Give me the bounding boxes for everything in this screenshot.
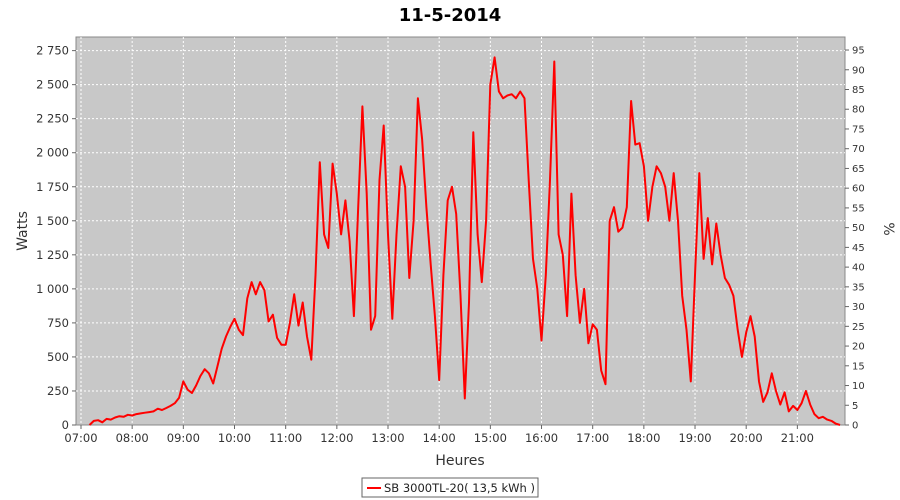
legend: SB 3000TL-20( 13,5 kWh ) (361, 477, 539, 498)
y-right-tick-label: 20 (852, 342, 865, 353)
x-axis-label: Heures (435, 453, 484, 469)
legend-label: SB 3000TL-20( 13,5 kWh ) (384, 481, 535, 495)
y-right-tick-label: 25 (852, 322, 865, 333)
y-tick-label: 2 500 (36, 78, 69, 92)
x-tick-label: 07:00 (64, 431, 97, 445)
x-axis-ticks: 07:00 08:00 09:00 10:00 11:00 12:00 13:00 14:00… (64, 425, 814, 445)
y-right-tick-label: 80 (852, 105, 865, 116)
x-tick-label: 08:00 (116, 431, 149, 445)
y-tick-label: 250 (47, 384, 69, 398)
y-right-tick-label: 15 (852, 361, 865, 372)
y-tick-label: 2 250 (36, 112, 69, 126)
y-axis-label: Watts (15, 211, 31, 251)
y-tick-label: 750 (47, 316, 69, 330)
x-tick-label: 18:00 (627, 431, 660, 445)
y-right-tick-label: 55 (852, 203, 865, 214)
y-tick-label: 2 750 (36, 44, 69, 58)
y-tick-label: 2 000 (36, 146, 69, 160)
x-tick-label: 19:00 (678, 431, 711, 445)
x-tick-label: 15:00 (474, 431, 507, 445)
chart-title: 11-5-2014 (399, 5, 502, 26)
y-tick-label: 1 000 (36, 282, 69, 296)
y-right-tick-label: 95 (852, 46, 865, 57)
legend-box (361, 477, 539, 498)
y-tick-label: 1 750 (36, 180, 69, 194)
y-axis-right-label: % (880, 222, 896, 235)
x-tick-label: 17:00 (576, 431, 609, 445)
y-right-tick-label: 5 (852, 401, 858, 412)
y-axis-ticks: 0 250 500 750 1 000 1 250 1 500 1 750 2 000 2 250… (36, 44, 76, 432)
x-tick-label: 13:00 (371, 431, 404, 445)
y-tick-label: 500 (47, 350, 69, 364)
y-right-tick-label: 75 (852, 124, 865, 135)
y-right-tick-label: 85 (852, 85, 865, 96)
series-line (88, 56, 841, 426)
x-tick-label: 11:00 (269, 431, 302, 445)
y-right-tick-label: 45 (852, 243, 865, 254)
y-right-tick-label: 35 (852, 282, 865, 293)
x-tick-label: 10:00 (218, 431, 251, 445)
plot-area (75, 36, 846, 426)
y-right-tick-label: 30 (852, 302, 865, 313)
y-right-tick-label: 40 (852, 263, 865, 274)
x-tick-label: 21:00 (781, 431, 814, 445)
x-tick-label: 12:00 (320, 431, 353, 445)
y-tick-label: 1 500 (36, 214, 69, 228)
y-right-tick-label: 70 (852, 144, 865, 155)
y-right-tick-label: 60 (852, 184, 865, 195)
y-right-tick-label: 90 (852, 65, 865, 76)
series-layer (88, 56, 841, 426)
y-tick-label: 1 250 (36, 248, 69, 262)
x-tick-label: 20:00 (730, 431, 763, 445)
y-right-tick-label: 50 (852, 223, 865, 234)
y-right-tick-label: 0 (852, 421, 858, 432)
x-tick-label: 16:00 (525, 431, 558, 445)
x-tick-label: 14:00 (423, 431, 456, 445)
y-tick-label: 0 (62, 418, 69, 432)
x-tick-label: 09:00 (167, 431, 200, 445)
y-right-tick-label: 65 (852, 164, 865, 175)
y-axis-right-ticks: 0 5 10 15 20 25 30 35 40 45 50 55 60 65 70 75 80 85 90 95 (845, 46, 865, 432)
y-right-tick-label: 10 (852, 381, 865, 392)
